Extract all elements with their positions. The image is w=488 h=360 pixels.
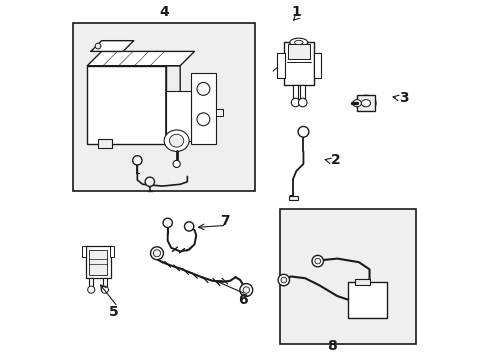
Circle shape bbox=[197, 113, 209, 126]
Circle shape bbox=[197, 82, 209, 95]
Circle shape bbox=[291, 98, 299, 107]
Text: 2: 2 bbox=[330, 153, 340, 167]
Circle shape bbox=[298, 126, 308, 137]
Circle shape bbox=[243, 287, 249, 293]
Circle shape bbox=[314, 258, 320, 264]
Circle shape bbox=[145, 177, 154, 186]
Bar bbox=[288, 196, 298, 201]
Text: 8: 8 bbox=[326, 339, 336, 353]
Bar bbox=[347, 282, 386, 318]
Circle shape bbox=[132, 156, 142, 165]
Bar bbox=[354, 279, 369, 285]
Bar bbox=[277, 53, 284, 78]
Bar bbox=[190, 73, 216, 144]
Bar bbox=[313, 53, 320, 78]
Circle shape bbox=[281, 277, 286, 283]
Circle shape bbox=[184, 222, 193, 231]
Bar bbox=[356, 95, 374, 111]
Text: 3: 3 bbox=[398, 91, 407, 105]
Bar bbox=[283, 42, 313, 85]
Circle shape bbox=[173, 160, 180, 167]
Bar bbox=[299, 85, 305, 100]
Text: 7: 7 bbox=[220, 214, 229, 228]
Bar bbox=[165, 91, 190, 141]
Bar bbox=[287, 44, 309, 59]
Text: 6: 6 bbox=[238, 293, 247, 307]
Polygon shape bbox=[165, 66, 180, 144]
Text: 5: 5 bbox=[109, 305, 119, 319]
Circle shape bbox=[163, 218, 172, 228]
Bar bbox=[85, 246, 110, 278]
Bar bbox=[89, 278, 93, 287]
Ellipse shape bbox=[361, 100, 370, 107]
Circle shape bbox=[150, 247, 163, 260]
Polygon shape bbox=[91, 41, 134, 51]
Ellipse shape bbox=[289, 38, 307, 47]
Ellipse shape bbox=[294, 40, 303, 45]
Circle shape bbox=[240, 284, 252, 296]
Bar bbox=[82, 246, 86, 257]
Circle shape bbox=[101, 286, 108, 293]
Bar bbox=[292, 85, 298, 100]
Bar bbox=[98, 139, 112, 148]
Circle shape bbox=[87, 286, 95, 293]
Bar bbox=[110, 246, 114, 257]
Text: 1: 1 bbox=[291, 5, 301, 19]
Bar bbox=[216, 109, 223, 116]
Ellipse shape bbox=[352, 100, 361, 107]
Circle shape bbox=[311, 255, 323, 267]
Ellipse shape bbox=[169, 134, 183, 147]
Polygon shape bbox=[87, 51, 194, 66]
Text: 4: 4 bbox=[159, 5, 169, 19]
Ellipse shape bbox=[164, 130, 189, 152]
Bar bbox=[89, 249, 107, 275]
Circle shape bbox=[298, 98, 306, 107]
Bar bbox=[280, 208, 415, 344]
Bar bbox=[87, 66, 165, 144]
Bar bbox=[102, 278, 107, 287]
Circle shape bbox=[153, 249, 160, 257]
Circle shape bbox=[278, 274, 289, 286]
Ellipse shape bbox=[355, 95, 375, 111]
Circle shape bbox=[95, 43, 101, 49]
Bar bbox=[73, 23, 255, 191]
